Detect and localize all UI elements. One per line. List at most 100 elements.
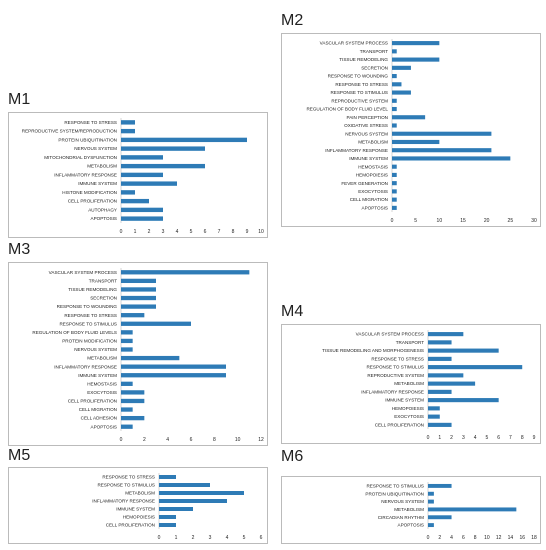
category-label: METABOLISM (87, 356, 117, 361)
bar (392, 98, 397, 103)
category-label: HISTONE MODIFICATION (62, 190, 117, 195)
category-label: SECRETION (90, 296, 117, 301)
category-label: NERVOUS SYSTEM (381, 499, 424, 504)
bar (121, 278, 156, 284)
x-tick-label: 2 (143, 437, 146, 443)
chart-m3: VASCULAR SYSTEM PROCESS TRANSPORT TISSUE R… (8, 262, 268, 446)
category-label: METABOLISM (394, 381, 424, 386)
category-label: EXOCYTOSIS (358, 189, 388, 194)
bar (392, 90, 411, 95)
x-tick-label: 8 (474, 535, 477, 541)
bar (428, 523, 434, 528)
bar (392, 49, 397, 54)
category-label: OXIDATIVE STRESS (344, 123, 388, 128)
bar (121, 137, 247, 143)
category-label: TISSUE REMODELING (68, 287, 117, 292)
bar (121, 216, 163, 221)
bar (392, 41, 440, 46)
bar (392, 82, 402, 87)
bar (159, 507, 193, 511)
bar (121, 128, 135, 134)
bar (428, 356, 452, 361)
category-label: SECRETION (361, 65, 388, 70)
x-tick-label: 20 (484, 218, 490, 224)
category-label: TISSUE REMODELING (339, 57, 388, 62)
category-label: APOPTOSIS (398, 523, 424, 528)
bar (121, 207, 163, 213)
category-label: RESPONSE TO STIMULUS (366, 484, 424, 489)
category-label: RESPONSE TO STRESS (64, 313, 117, 318)
x-tick-label: 0 (120, 229, 123, 235)
x-tick-label: 10 (235, 437, 241, 443)
bar (392, 65, 411, 70)
category-label: EXOCYTOSIS (394, 414, 424, 419)
bar (428, 422, 452, 427)
bar (121, 287, 156, 292)
bar (392, 197, 397, 202)
category-label: TRANSPORT (89, 278, 117, 283)
category-label: APOPTOSIS (91, 424, 117, 429)
bar (121, 398, 145, 404)
category-label: AUTOPHAGY (88, 207, 117, 212)
bar (428, 406, 440, 411)
x-tick-label: 9 (533, 435, 536, 441)
bar (121, 304, 156, 309)
bar (428, 414, 440, 419)
x-tick-label: 0 (427, 435, 430, 441)
bar (428, 491, 434, 496)
x-tick-label: 4 (226, 535, 229, 541)
panel-title-m5: M5 (8, 447, 31, 464)
bar (428, 515, 452, 520)
x-tick-label: 5 (414, 218, 417, 224)
category-label: VASCULAR SYSTEM PROCESS (49, 270, 117, 275)
chart-m1: RESPONSE TO STRESS REPRODUCTIVE SYSTEM/RE… (8, 112, 268, 238)
category-label: RESPONSE TO STRESS (371, 356, 424, 361)
chart-svg: RESPONSE TO STRESS RESPONSE TO STIMULUS ME… (92, 473, 263, 541)
chart-svg: VASCULAR SYSTEM PROCESS TRANSPORT TISSUE R… (306, 39, 537, 224)
x-tick-label: 6 (462, 535, 465, 541)
bar (428, 340, 452, 345)
x-tick-label: 6 (204, 229, 207, 235)
bar (428, 389, 452, 394)
x-tick-label: 10 (258, 229, 264, 235)
x-tick-label: 2 (192, 535, 195, 541)
bar (159, 523, 176, 527)
x-tick-label: 4 (450, 535, 453, 541)
x-tick-label: 5 (190, 229, 193, 235)
category-label: INFLAMMATORY RESPONSE (54, 172, 117, 177)
category-label: TRANSPORT (396, 340, 424, 345)
category-label: CELL MIGRATION (79, 407, 117, 412)
x-tick-label: 0 (120, 437, 123, 443)
category-label: EXOCYTOSIS (87, 390, 117, 395)
category-label: PROTEIN UBIQUITINATION (58, 137, 117, 142)
category-label: HEMOPOIESIS (356, 173, 388, 178)
bar (428, 507, 517, 512)
bar (121, 321, 191, 326)
bar (428, 332, 464, 337)
category-label: IMMUNE SYSTEM (78, 181, 117, 186)
category-label: METABOLISM (358, 140, 388, 145)
category-label: CELL PROLIFERATION (106, 523, 155, 528)
category-label: PROTEIN UBIQUITINATION (365, 491, 424, 496)
bar (121, 120, 135, 125)
category-label: IMMUNE SYSTEM (349, 156, 388, 161)
chart-m4: VASCULAR SYSTEM PROCESS TRANSPORT TISSUE R… (281, 324, 541, 444)
x-tick-label: 7 (509, 435, 512, 441)
bar (121, 190, 135, 195)
category-label: APOPTOSIS (362, 205, 388, 210)
panel-title-m3: M3 (8, 241, 31, 258)
category-label: RESPONSE TO STIMULUS (97, 483, 155, 488)
x-tick-label: 0 (158, 535, 161, 541)
x-tick-label: 2 (148, 229, 151, 235)
bar (121, 270, 250, 275)
chart-m6: RESPONSE TO STIMULUS PROTEIN UBIQUITINATI… (281, 476, 541, 544)
category-label: IMMUNE SYSTEM (116, 507, 155, 512)
x-tick-label: 5 (485, 435, 488, 441)
category-label: APOPTOSIS (91, 216, 117, 221)
category-label: NERVOUS SYSTEM (74, 347, 117, 352)
bar (392, 123, 397, 128)
category-label: RESPONSE TO STRESS (335, 82, 388, 87)
bar (121, 172, 163, 178)
chart-svg: RESPONSE TO STRESS REPRODUCTIVE SYSTEM/RE… (22, 118, 264, 235)
bar (392, 106, 397, 112)
